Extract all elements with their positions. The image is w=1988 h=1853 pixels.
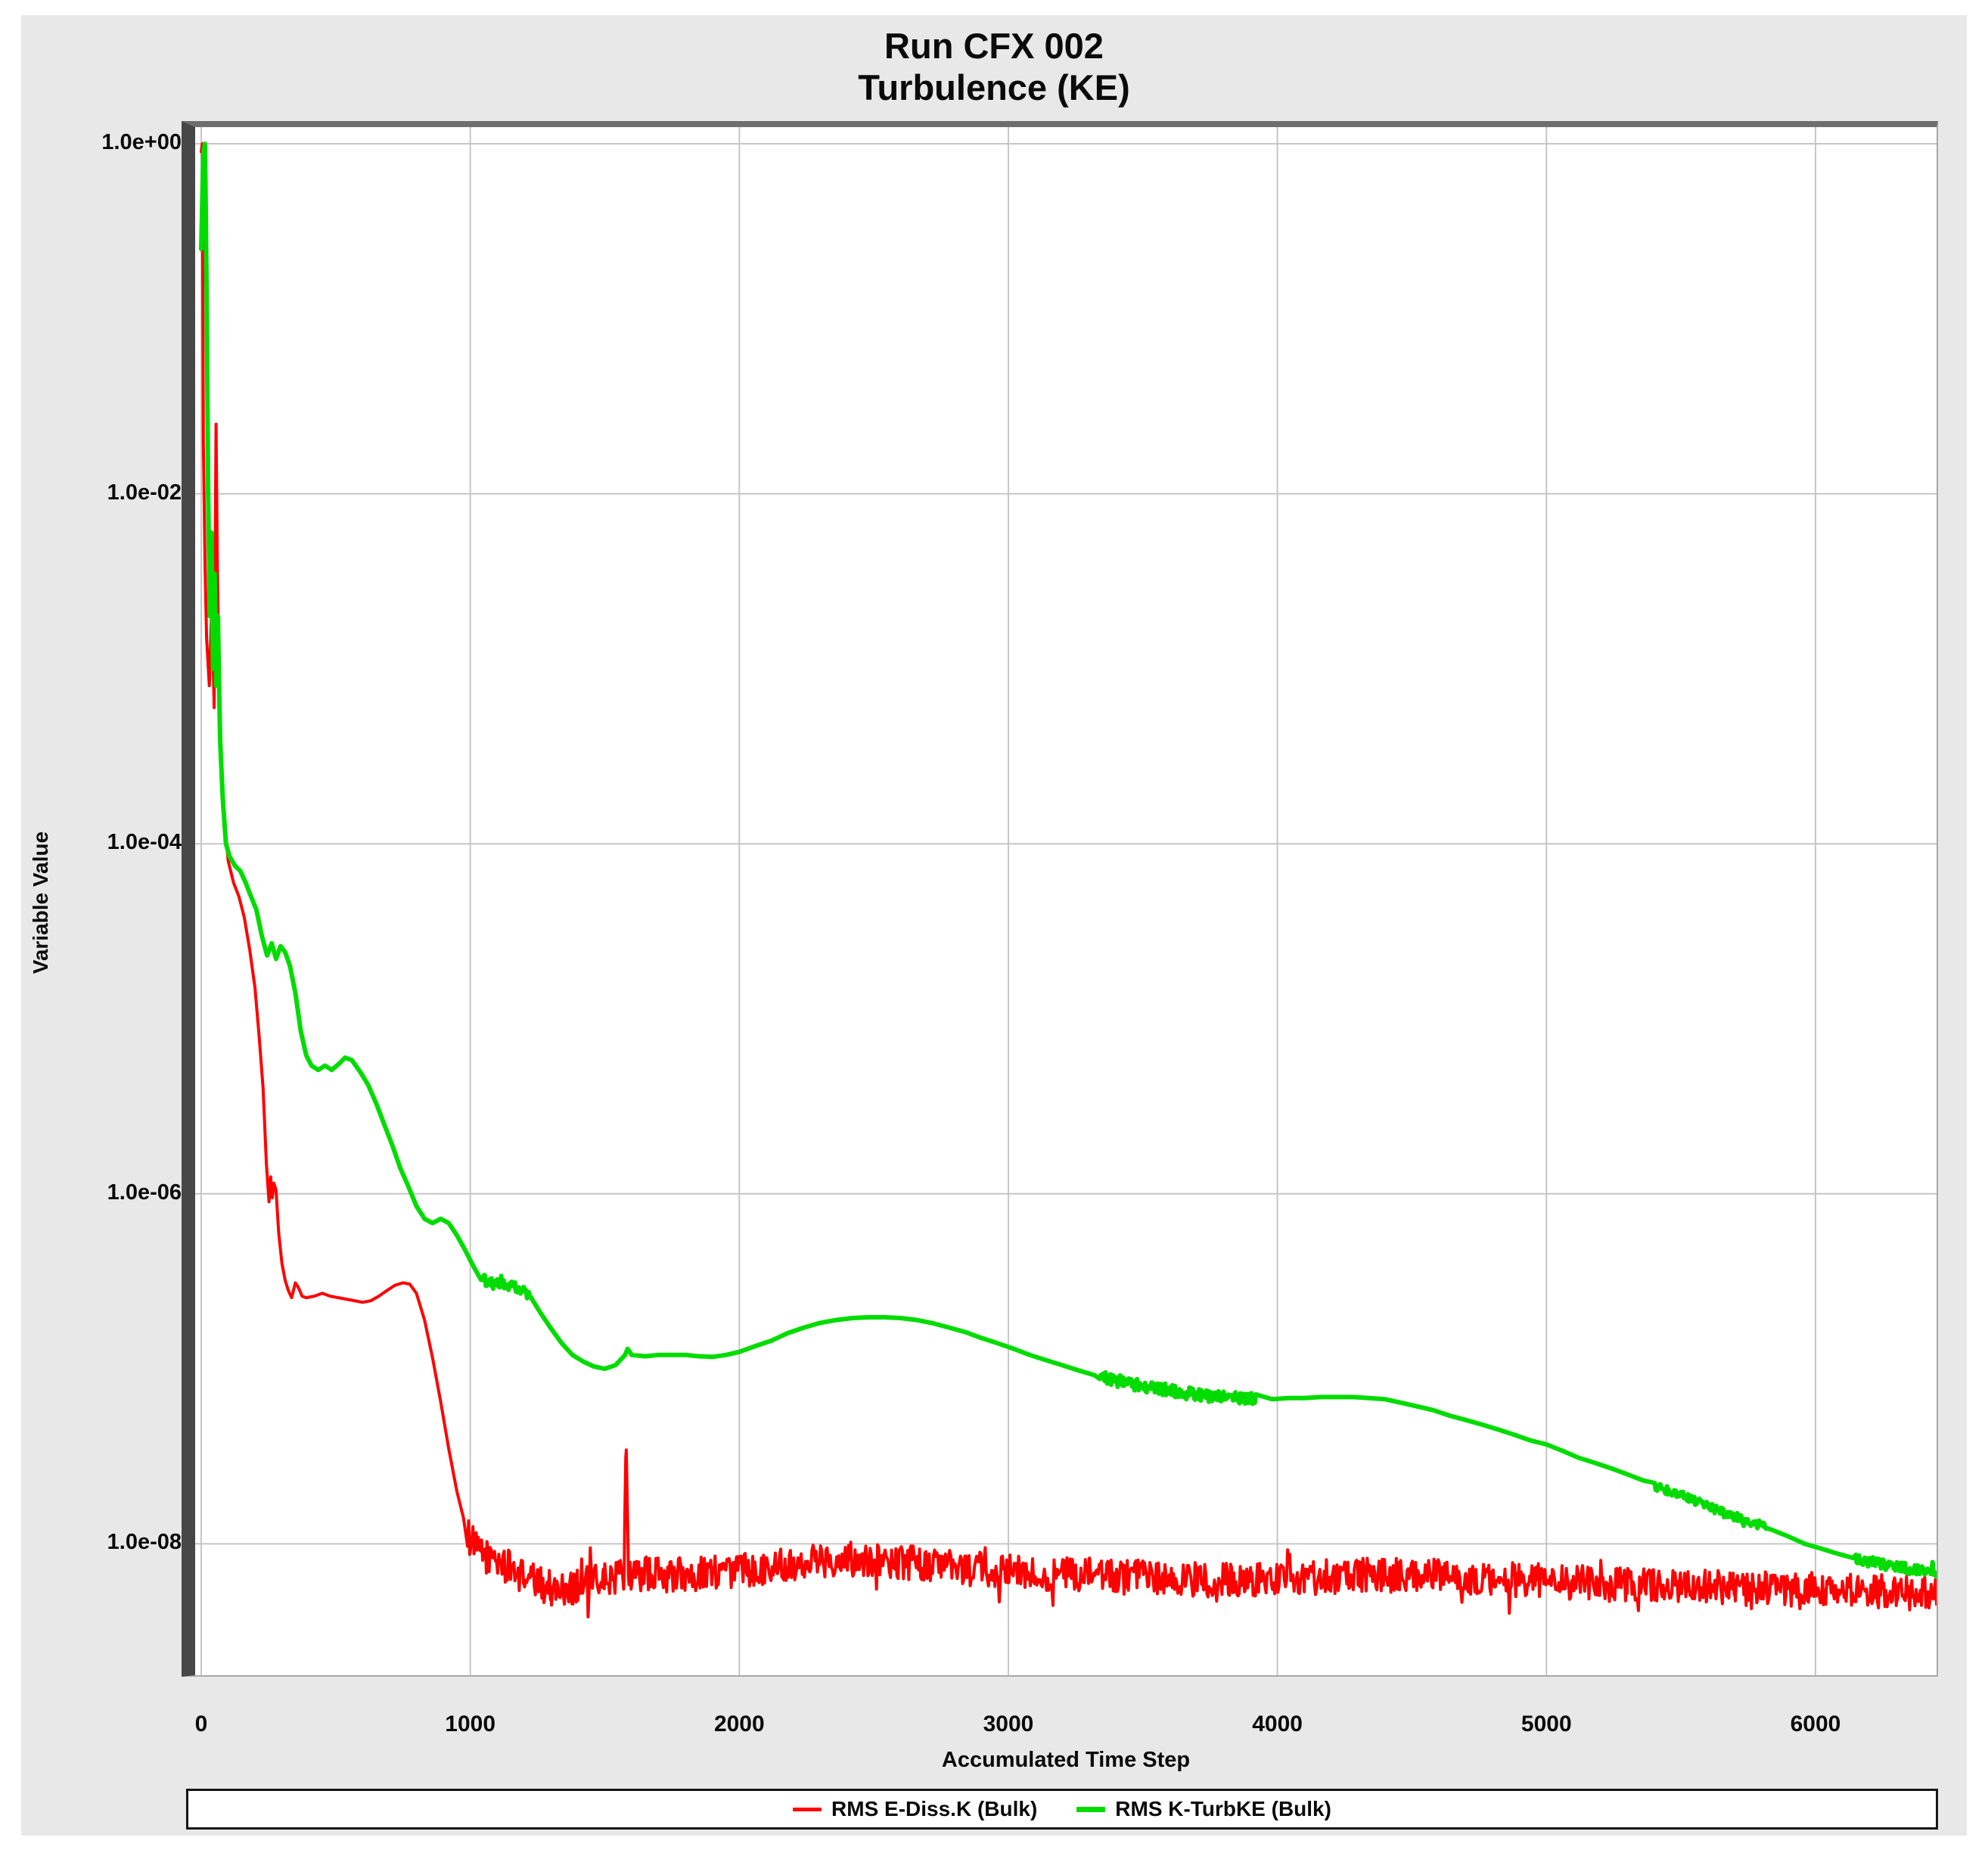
plot-area[interactable] bbox=[195, 127, 1937, 1675]
legend-label: RMS E-Diss.K (Bulk) bbox=[831, 1797, 1038, 1820]
legend-color-swatch bbox=[1076, 1806, 1106, 1812]
x-axis-title: Accumulated Time Step bbox=[941, 1748, 1191, 1772]
grid bbox=[195, 127, 1937, 1675]
legend: RMS E-Diss.K (Bulk) RMS K-TurbKE (Bulk) bbox=[186, 1789, 1938, 1830]
series bbox=[199, 141, 1937, 1618]
y-axis-title: Variable Value bbox=[29, 831, 52, 975]
chart-title: Run CFX 002 bbox=[884, 26, 1104, 66]
legend-label: RMS K-TurbKE (Bulk) bbox=[1115, 1797, 1331, 1820]
series-line-1 bbox=[199, 141, 1937, 1580]
chart-title-block: Run CFX 002 Turbulence (KE) bbox=[21, 26, 1967, 108]
legend-item-1: RMS K-TurbKE (Bulk) bbox=[1076, 1797, 1331, 1821]
legend-item-0: RMS E-Diss.K (Bulk) bbox=[793, 1797, 1037, 1821]
plot-frame bbox=[182, 121, 1938, 1677]
legend-color-swatch bbox=[793, 1807, 822, 1811]
series-line-0 bbox=[200, 142, 1937, 1618]
chart-subtitle: Turbulence (KE) bbox=[858, 67, 1130, 107]
